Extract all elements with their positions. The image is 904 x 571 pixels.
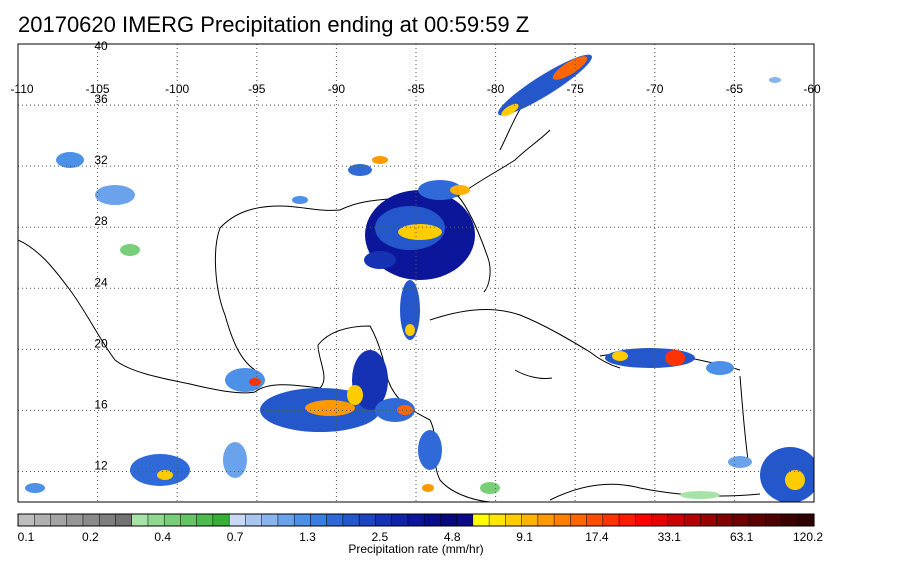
colorbar-cell [553, 513, 571, 527]
latitude-tick-labels: 40 36 32 28 24 20 16 12 [94, 39, 108, 472]
colorbar-cell [98, 513, 117, 527]
colorbar-cell [196, 513, 214, 527]
lat-tick-label: 20 [94, 336, 108, 350]
colorbar-tick-label: 0.2 [82, 530, 99, 544]
colorbar-cell [228, 513, 246, 527]
colorbar-tick-label: 0.1 [18, 530, 35, 544]
colorbar-cell [748, 513, 766, 527]
colorbar-cell [700, 513, 718, 527]
colorbar-cell [391, 513, 409, 527]
colorbar-cell [602, 513, 620, 527]
colorbar-cell [635, 513, 653, 527]
colorbar-cell [765, 513, 783, 527]
lat-tick-label: 36 [94, 92, 108, 106]
colorbar-cell [423, 513, 441, 527]
colorbar-tick-label: 4.8 [444, 530, 461, 544]
colorbar-cell [505, 513, 523, 527]
colorbar-cell [17, 513, 35, 527]
longitude-tick-labels: -110 -105 -100 -95 -90 -85 -80 -75 -70 -65 -60 [10, 82, 821, 96]
colorbar-cell [440, 513, 458, 527]
lon-tick-label: -60 [803, 82, 821, 96]
colorbar-cell [358, 513, 376, 527]
colorbar-cell [277, 513, 295, 527]
colorbar-cell [651, 513, 669, 527]
colorbar-frame [17, 513, 815, 527]
colorbar-cell [472, 513, 490, 527]
colorbar-tick-label: 2.5 [371, 530, 388, 544]
colorbar-cell [342, 513, 360, 527]
colorbar-cell [456, 513, 474, 527]
colorbar-cell [375, 513, 393, 527]
colorbar-tick-label: 33.1 [658, 530, 682, 544]
colorbar-cell [293, 513, 311, 527]
lon-tick-label: -110 [10, 82, 33, 96]
lon-tick-label: -90 [328, 82, 346, 96]
colorbar-cell [326, 513, 344, 527]
lat-tick-label: 32 [94, 153, 108, 167]
colorbar-tick-label: 9.1 [516, 530, 533, 544]
lat-tick-label: 12 [94, 458, 108, 472]
colorbar-tick-label: 0.4 [154, 530, 171, 544]
lon-tick-label: -85 [407, 82, 425, 96]
colorbar-cell [115, 513, 133, 527]
colorbar-cell [781, 513, 799, 527]
colorbar-cell [147, 513, 165, 527]
colorbar-cell [163, 513, 181, 527]
colorbar-tick-label: 63.1 [730, 530, 754, 544]
colorbar-cell [667, 513, 685, 527]
lon-tick-label: -65 [726, 82, 744, 96]
lon-tick-label: -70 [646, 82, 664, 96]
colorbar-cell [716, 513, 734, 527]
lon-tick-label: -105 [86, 82, 110, 96]
lon-tick-label: -75 [567, 82, 585, 96]
colorbar-tick-label: 120.2 [793, 530, 823, 544]
colorbar-tick-label: 1.3 [299, 530, 316, 544]
colorbar-cell [521, 513, 539, 527]
map-title: 20170620 IMERG Precipitation ending at 0… [18, 12, 530, 37]
colorbar-cell [570, 513, 588, 527]
lat-tick-label: 28 [94, 214, 108, 228]
colorbar-cell [537, 513, 555, 527]
colorbar-cell [131, 513, 149, 527]
colorbar-cell [180, 513, 198, 527]
colorbar-tick-label: 0.7 [227, 530, 244, 544]
colorbar-label: Precipitation rate (mm/hr) [348, 542, 483, 556]
lon-tick-label: -80 [487, 82, 505, 96]
colorbar-cell [618, 513, 636, 527]
map-gridlines [18, 44, 814, 502]
colorbar-cell [66, 513, 84, 527]
colorbar-cell [50, 513, 68, 527]
map-frame [17, 43, 815, 503]
colorbar-cell [212, 513, 230, 527]
colorbar-tick-label: 17.4 [585, 530, 609, 544]
colorbar-tick-labels: 0.1 0.2 0.4 0.7 1.3 2.5 4.8 9.1 17.4 33.1 63.1 120.… [18, 530, 824, 544]
colorbar-cell [683, 513, 701, 527]
colorbar-cell [407, 513, 425, 527]
lat-tick-label: 40 [94, 39, 108, 53]
lon-tick-label: -95 [248, 82, 266, 96]
colorbar-cell [586, 513, 604, 527]
colorbar-cell [82, 513, 100, 527]
colorbar-cell [732, 513, 750, 527]
colorbar-cell [261, 513, 279, 527]
colorbar-cells [17, 513, 815, 527]
lat-tick-label: 24 [94, 275, 108, 289]
lon-tick-label: -100 [165, 82, 189, 96]
colorbar-cell [33, 513, 52, 527]
colorbar-cell [797, 513, 815, 527]
lat-tick-label: 16 [94, 397, 108, 411]
colorbar-cell [488, 513, 506, 527]
colorbar-cell [310, 513, 328, 527]
colorbar-cell [245, 513, 263, 527]
